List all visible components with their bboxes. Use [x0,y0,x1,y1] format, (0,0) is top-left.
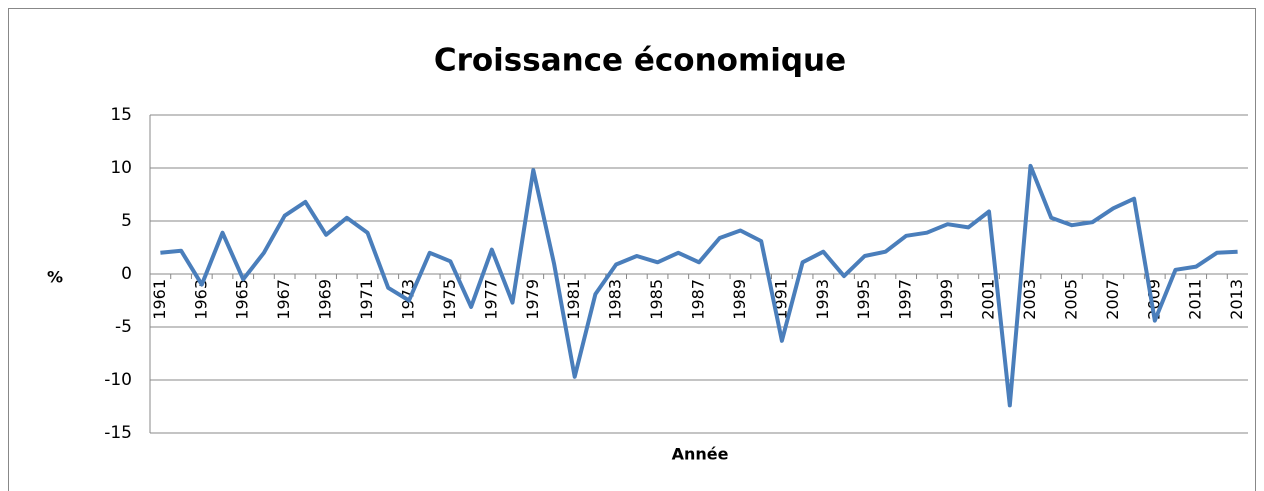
y-tick-label: 15 [110,105,132,125]
x-tick-label: 1995 [854,279,873,320]
y-tick-label: 0 [121,264,132,284]
y-tick-label: -10 [104,370,132,390]
x-tick-label: 2005 [1061,279,1080,320]
x-tick-label: 1983 [606,279,625,320]
x-tick-label: 1965 [233,279,252,320]
y-axis-label: % [47,268,63,287]
x-tick-label: 1967 [274,279,293,320]
y-tick-label: -15 [104,423,132,443]
x-tick-label: 1999 [937,279,956,320]
x-tick-label: 2003 [1020,279,1039,320]
x-tick-label: 1985 [647,279,666,320]
data-line [160,163,1238,408]
x-tick-label: 1961 [150,279,169,320]
x-tick-label: 1975 [440,279,459,320]
x-tick-label: 1981 [564,279,583,320]
x-tick-label: 2001 [979,279,998,320]
y-tick-label: 5 [121,211,132,231]
x-tick-label: 1987 [689,279,708,320]
chart-title: Croissance économique [434,43,846,79]
chart-border [8,8,1256,491]
x-tick-label: 1971 [357,279,376,320]
x-axis-label: Année [672,445,729,464]
x-tick-label: 1977 [481,279,500,320]
x-tick-label: 1979 [523,279,542,320]
x-tick-label: 1969 [316,279,335,320]
x-tick-label: 2007 [1103,279,1122,320]
x-tick-label: 1993 [813,279,832,320]
x-tick-label: 2011 [1186,279,1205,320]
y-tick-label: -5 [115,317,132,337]
x-tick-label: 1997 [896,279,915,320]
x-tick-label: 1963 [191,279,210,320]
x-tick-label: 1989 [730,279,749,320]
y-tick-label: 10 [110,158,132,178]
x-tick-label: 2013 [1227,279,1246,320]
